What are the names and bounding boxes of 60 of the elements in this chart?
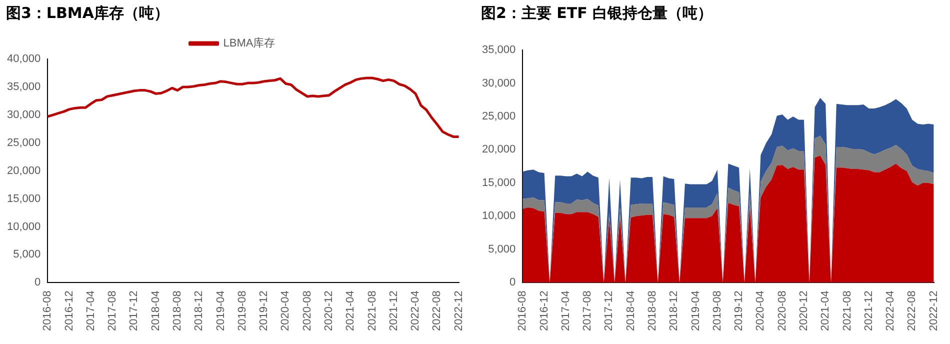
x-tick-label: 2017-04	[84, 290, 97, 332]
x-tick-label: 2018-12	[668, 290, 680, 332]
x-tick-label: 2019-08	[711, 290, 724, 332]
x-tick-label: 2017-08	[582, 290, 594, 332]
x-tick-label: 2016-12	[538, 290, 550, 332]
x-tick-label: 2016-08	[42, 290, 54, 332]
x-tick-label: 2018-04	[150, 290, 162, 332]
x-tick-label: 2019-08	[236, 290, 248, 332]
x-tick-label: 2017-08	[106, 290, 119, 332]
x-tick-label: 2020-12	[798, 290, 810, 332]
legend-label: LBMA库存	[223, 36, 276, 50]
x-tick-label: 2019-12	[733, 290, 746, 332]
x-tick-label: 2022-12	[928, 290, 940, 332]
y-tick-label: 35,000	[482, 44, 516, 56]
x-tick-label: 2022-12	[452, 290, 465, 332]
x-tick-label: 2017-12	[603, 290, 616, 332]
y-tick-label: 40,000	[6, 53, 41, 66]
x-tick-label: 2020-08	[776, 290, 788, 332]
x-tick-label: 2018-12	[193, 290, 206, 332]
y-tick-label: 15,000	[6, 192, 41, 205]
y-tick-label: 15,000	[482, 176, 516, 189]
y-tick-label: 10,000	[6, 220, 41, 233]
x-tick-label: 2020-04	[754, 290, 767, 332]
chart-title: 图2：主要 ETF 白银持仓量（吨）	[480, 3, 714, 24]
x-tick-label: 2020-08	[301, 290, 314, 332]
y-tick-label: 0	[510, 276, 516, 289]
x-tick-label: 2022-08	[906, 290, 918, 332]
x-tick-label: 2021-08	[366, 290, 378, 332]
y-tick-label: 30,000	[6, 108, 41, 121]
x-tick-label: 2022-04	[884, 290, 897, 332]
x-tick-label: 2018-08	[646, 290, 659, 332]
x-tick-label: 2021-12	[388, 290, 400, 332]
x-tick-label: 2017-12	[128, 290, 140, 332]
x-tick-label: 2022-08	[431, 290, 444, 332]
y-tick-label: 5,000	[488, 243, 516, 256]
y-tick-label: 20,000	[6, 164, 41, 177]
x-tick-label: 2020-04	[280, 290, 292, 332]
y-tick-label: 30,000	[482, 77, 516, 90]
chart-title: 图3：LBMA库存（吨）	[5, 3, 170, 24]
x-tick-label: 2021-08	[841, 290, 854, 332]
x-tick-label: 2018-08	[172, 290, 184, 332]
x-tick-label: 2022-04	[410, 290, 422, 332]
y-tick-label: 0	[34, 276, 41, 289]
y-tick-label: 35,000	[6, 80, 41, 93]
x-tick-label: 2021-04	[820, 290, 832, 332]
y-tick-label: 10,000	[482, 210, 516, 222]
x-tick-label: 2019-12	[258, 290, 270, 332]
x-tick-label: 2016-08	[516, 290, 529, 332]
x-tick-label: 2016-12	[63, 290, 76, 332]
x-tick-label: 2021-04	[344, 290, 357, 332]
y-tick-label: 20,000	[482, 144, 516, 156]
x-tick-label: 2021-12	[862, 290, 875, 332]
x-tick-label: 2018-04	[624, 290, 637, 332]
x-tick-label: 2019-04	[690, 290, 702, 332]
y-tick-label: 25,000	[6, 136, 41, 149]
x-tick-label: 2017-04	[560, 290, 572, 332]
x-tick-label: 2019-04	[214, 290, 227, 332]
x-tick-label: 2020-12	[322, 290, 335, 332]
y-tick-label: 5,000	[13, 248, 41, 261]
y-tick-label: 25,000	[482, 110, 516, 122]
